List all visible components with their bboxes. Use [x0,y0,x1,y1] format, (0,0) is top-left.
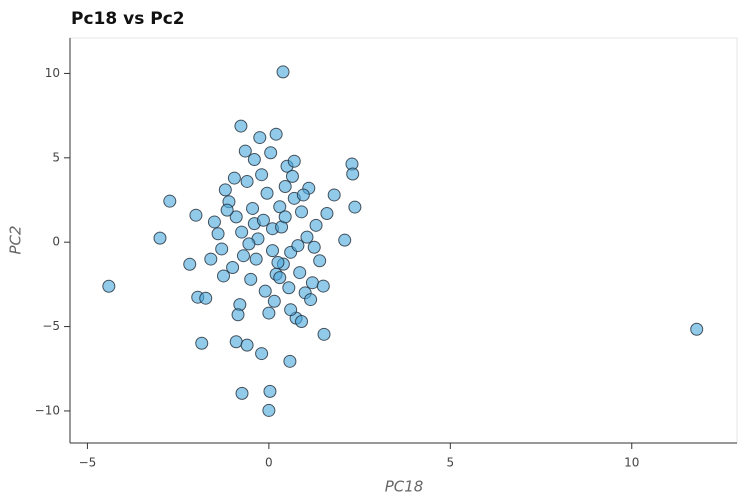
scatter-point [273,200,287,214]
scatter-point [220,203,234,217]
scatter-point [218,183,232,197]
scatter-point [246,201,260,215]
x-axis-label: PC18 [385,478,424,496]
scatter-point [153,231,167,245]
scatter-point [264,146,278,160]
scatter-point [690,322,704,336]
scatter-point [269,127,283,141]
scatter-point [283,354,297,368]
y-tick-label: −10 [35,403,60,417]
scatter-point [271,255,285,269]
scatter-point [320,207,334,220]
scatter-point [295,315,309,328]
scatter-point [227,171,241,185]
scatter-point [226,261,240,274]
scatter-point [300,230,314,244]
scatter-point [102,279,116,293]
scatter-point [327,188,341,202]
y-tick-label: 0 [52,235,60,249]
scatter-point [204,252,218,266]
scatter-point [276,65,290,79]
x-tick-label: −5 [79,456,97,470]
scatter-point [346,167,360,181]
scatter-point [317,327,331,341]
scatter-point [242,237,256,251]
scatter-point [338,233,352,247]
scatter-point [234,119,248,133]
scatter-point [262,306,276,320]
scatter-point [231,308,245,322]
y-tick-label: 5 [52,150,60,164]
scatter-point [183,257,197,271]
scatter-point [307,240,321,254]
scatter-point [282,281,296,295]
scatter-point [229,210,243,224]
scatter-point [195,336,209,350]
y-axis-label: PC2 [7,225,25,254]
scatter-point [207,215,221,229]
scatter-point [287,154,301,168]
scatter-point [291,239,305,253]
scatter-point [296,188,310,202]
scatter-point [348,200,362,214]
scatter-point [285,169,299,183]
scatter-point [278,180,292,193]
plot-frame [69,37,738,444]
chart-title: Pc18 vs Pc2 [71,9,185,29]
scatter-point [235,386,249,400]
scatter-point [256,213,270,227]
scatter-point [238,144,252,158]
scatter-point [255,168,269,182]
scatter-point [255,347,269,361]
scatter-point [253,131,267,145]
scatter-point [260,186,274,200]
x-tick-label: 0 [265,456,273,470]
scatter-point [278,210,292,224]
scatter-point [305,276,319,290]
scatter-point [247,153,261,166]
scatter-point [163,194,177,208]
scatter-point [189,208,203,222]
y-tick-label: 10 [45,66,60,80]
scatter-point [313,254,327,268]
scatter-point [235,225,249,239]
y-tick-label: −5 [42,319,60,333]
scatter-point [267,294,281,308]
scatter-point [304,293,318,307]
scatter-point [263,384,277,398]
scatter-point [262,403,276,417]
scatter-point [309,218,323,232]
scatter-point [316,279,330,293]
scatter-point [215,242,229,256]
scatter-point [258,284,272,298]
scatter-point [211,227,225,241]
scatter-point [240,338,254,352]
scatter-point [249,252,263,266]
scatter-point [265,244,279,258]
scatter-point [293,266,307,280]
x-tick-label: 5 [446,456,454,470]
scatter-point [229,335,243,349]
scatter-point [236,249,250,263]
x-tick-label: 10 [624,456,639,470]
scatter-point [217,269,231,283]
scatter-point [240,174,254,188]
scatter-point [284,303,298,317]
scatter-point [295,205,309,219]
scatter-point [244,272,258,286]
scatter-point [273,271,287,285]
scatter-point [199,291,213,305]
